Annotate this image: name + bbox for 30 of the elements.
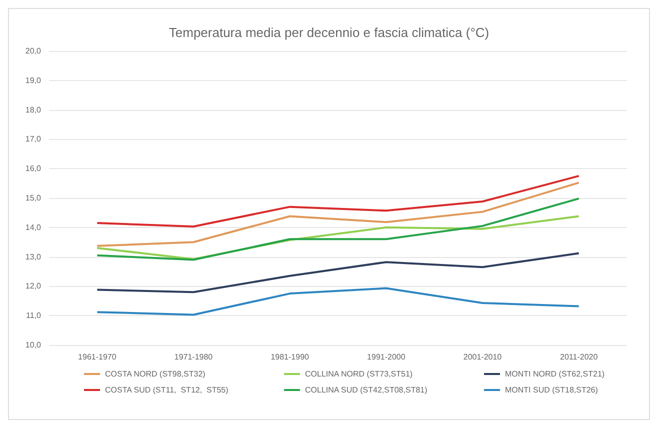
line-series <box>96 252 580 294</box>
x-tick-label: 1991-2000 <box>367 352 406 362</box>
chart-title: Temperatura media per decennio e fascia climatica (°C) <box>168 25 490 40</box>
y-tick-label: 10,0 <box>25 340 42 350</box>
line-series <box>96 215 580 260</box>
x-tick-label: 1971-1980 <box>174 352 214 362</box>
x-tick-label: 2011-2020 <box>560 352 598 362</box>
line-series <box>96 198 580 261</box>
legend-label: COLLINA NORD (ST73,ST51) <box>305 370 413 378</box>
legend-label: COSTA NORD (ST98,ST32) <box>105 370 206 378</box>
legend-label: MONTI SUD (ST18,ST26) <box>505 386 598 394</box>
line-series <box>96 174 580 228</box>
y-tick-label: 18,0 <box>25 105 42 114</box>
y-tick-label: 14,0 <box>25 222 42 232</box>
y-tick-label: 16,0 <box>25 164 42 174</box>
y-tick-label: 20,0 <box>25 46 42 56</box>
y-tick-label: 19,0 <box>25 76 42 85</box>
y-tick-label: 15,0 <box>25 194 42 202</box>
x-tick-label: 1981-1990 <box>270 352 310 362</box>
y-tick-label: 13,0 <box>25 252 42 262</box>
y-tick-label: 12,0 <box>25 282 42 291</box>
legend-label: COLLINA SUD (ST42,ST08,ST81) <box>305 386 428 394</box>
line-series <box>96 287 580 316</box>
y-tick-label: 11,0 <box>26 311 42 320</box>
legend-label: COSTA SUD (ST11, ST12, ST55) <box>105 386 229 394</box>
legend-label: MONTI NORD (ST62,ST21) <box>505 370 605 378</box>
x-tick-label: 1961-1970 <box>78 352 117 362</box>
y-tick-label: 17,0 <box>25 134 42 144</box>
x-tick-label: 2001-2010 <box>463 352 502 362</box>
line-series <box>96 182 580 247</box>
